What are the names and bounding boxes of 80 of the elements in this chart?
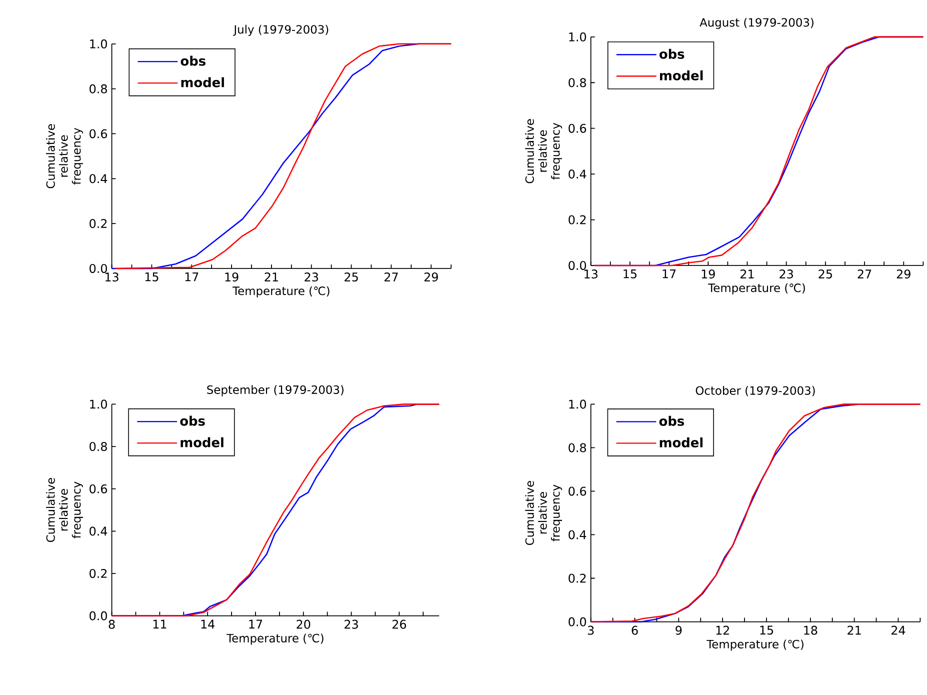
x-tick-label: 25 <box>818 270 832 279</box>
x-tick-label: 21 <box>848 626 861 635</box>
y-tick-label: 0.2 <box>568 215 586 224</box>
y-tick-label: 0.2 <box>90 569 107 578</box>
y-tick-label: 0.4 <box>90 526 108 536</box>
x-tick-label: 20 <box>296 620 310 630</box>
x-tick-label: 17 <box>662 270 676 278</box>
y-tick-label: 0.6 <box>90 484 108 494</box>
x-tick-label: 25 <box>344 272 358 282</box>
y-tick-label: 0.0 <box>568 261 586 270</box>
y-tick-label: 0.4 <box>568 530 586 540</box>
x-tick-label: 17 <box>185 272 198 282</box>
x-tick-label: 26 <box>392 620 406 630</box>
x-tick-label: 15 <box>624 270 636 279</box>
y-tick-label: 0.4 <box>90 174 108 184</box>
x-tick-label: 27 <box>858 270 872 279</box>
y-tick-label: 1.0 <box>569 32 586 42</box>
y-tick-label: 0.8 <box>568 78 586 88</box>
x-tick-label: 14 <box>201 620 215 629</box>
y-tick-label: 0.0 <box>568 617 586 626</box>
y-axis-title: Cumulative relative frequency <box>46 124 83 188</box>
y-tick-label: 0.8 <box>90 84 107 94</box>
y-tick-label: 0.2 <box>568 574 586 583</box>
legend-label: model <box>180 437 224 448</box>
x-tick-label: 12 <box>716 626 729 635</box>
line-series <box>594 36 924 266</box>
x-tick-label: 29 <box>896 270 910 279</box>
x-tick-label: 18 <box>804 626 818 635</box>
x-tick-label: 17 <box>249 620 262 629</box>
x-tick-label: 24 <box>892 626 906 635</box>
legend-label: model <box>660 70 703 81</box>
y-axis-title: Cumulative relative frequency <box>525 481 562 546</box>
y-tick-label: 1.0 <box>90 40 107 49</box>
y-tick-label: 0.8 <box>568 443 586 452</box>
chart-title: October (1979-2003) <box>696 386 815 396</box>
chart-title: July (1979-2003) <box>233 25 328 36</box>
x-tick-label: 21 <box>740 270 754 279</box>
line-series <box>590 404 921 623</box>
y-axis-title: Cumulative relative frequency <box>525 119 562 184</box>
x-tick-label: 3 <box>588 626 594 635</box>
line-series <box>111 404 440 617</box>
y-axis-title: Cumulative relative frequency <box>46 478 83 542</box>
legend-label: obs <box>659 416 684 426</box>
legend-label: model <box>181 77 224 88</box>
y-tick-label: 0.0 <box>90 264 107 274</box>
x-tick-label: 23 <box>780 270 793 279</box>
x-tick-label: 19 <box>702 270 715 279</box>
y-tick-label: 0.6 <box>90 129 108 138</box>
legend-label: obs <box>180 416 205 426</box>
x-tick-label: 15 <box>760 626 774 635</box>
x-tick-label: 27 <box>384 272 398 282</box>
x-axis-title: Temperature (℃) <box>226 634 324 645</box>
legend-label: obs <box>180 56 206 66</box>
y-tick-label: 0.2 <box>90 219 107 228</box>
x-tick-label: 13 <box>106 272 118 282</box>
x-tick-label: 13 <box>584 270 598 279</box>
y-tick-label: 0.8 <box>90 442 107 452</box>
y-tick-label: 0.6 <box>568 124 586 134</box>
x-tick-label: 6 <box>632 626 638 635</box>
y-tick-label: 0.6 <box>568 486 586 496</box>
x-tick-label: 23 <box>304 272 318 282</box>
x-tick-label: 15 <box>145 272 158 282</box>
x-tick-label: 11 <box>153 620 166 629</box>
legend-label: obs <box>660 49 684 60</box>
x-tick-label: 8 <box>108 620 115 630</box>
y-tick-label: 1.0 <box>90 400 107 409</box>
y-tick-label: 1.0 <box>569 400 586 409</box>
chart-title: September (1979-2003) <box>207 385 344 396</box>
x-tick-label: 23 <box>344 620 358 630</box>
x-tick-label: 29 <box>424 272 438 282</box>
y-tick-label: 0.4 <box>568 170 586 179</box>
x-tick-label: 9 <box>676 626 682 635</box>
chart-title: August (1979-2003) <box>700 18 814 30</box>
x-tick-label: 19 <box>225 272 238 282</box>
x-axis-title: Temperature (℃) <box>708 284 805 295</box>
x-axis-title: Temperature (℃) <box>706 640 804 651</box>
y-tick-label: 0.0 <box>90 611 107 620</box>
x-tick-label: 21 <box>264 272 278 282</box>
legend-label: model <box>660 438 703 448</box>
x-axis-title: Temperature (℃) <box>232 286 330 298</box>
